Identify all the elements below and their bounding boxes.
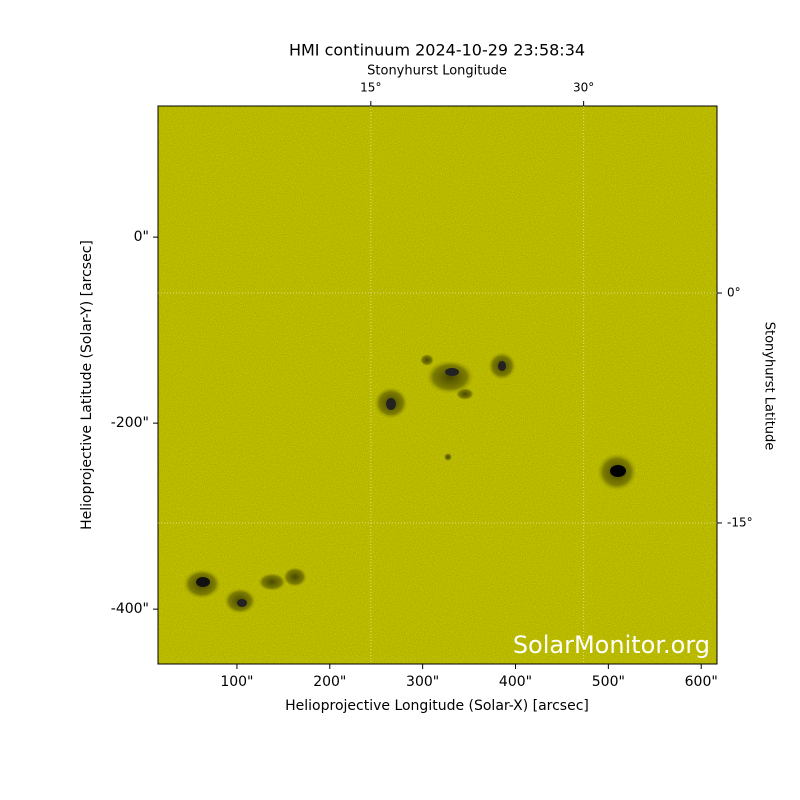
x-tick-label: 500": [592, 674, 625, 690]
y-tick-label: -400": [111, 601, 149, 617]
watermark: SolarMonitor.org: [513, 631, 710, 659]
x-tick-label: 100": [220, 674, 253, 690]
chart-title: HMI continuum 2024-10-29 23:58:34: [289, 41, 585, 60]
x-tick-label: 400": [499, 674, 532, 690]
y-tick-label: 0": [134, 229, 149, 245]
x-tick-label: 600": [685, 674, 718, 690]
x2-tick-label: 15°: [360, 81, 381, 95]
x-tick-label: 200": [313, 674, 346, 690]
x2-tick-label: 30°: [573, 81, 594, 95]
plot-frame: [157, 105, 718, 665]
y2-tick-label: -15°: [727, 515, 753, 529]
x-tick-label: 300": [406, 674, 439, 690]
x-axis-label: Helioprojective Longitude (Solar-X) [arc…: [285, 698, 589, 714]
y2-tick-label: 0°: [727, 286, 741, 300]
sunspots: [183, 352, 637, 614]
y-axis-label: Helioprojective Latitude (Solar-Y) [arcs…: [79, 240, 95, 530]
x2-axis-label: Stonyhurst Longitude: [367, 64, 507, 79]
y-tick-label: -200": [111, 415, 149, 431]
y2-axis-label: Stonyhurst Latitude: [762, 322, 777, 451]
